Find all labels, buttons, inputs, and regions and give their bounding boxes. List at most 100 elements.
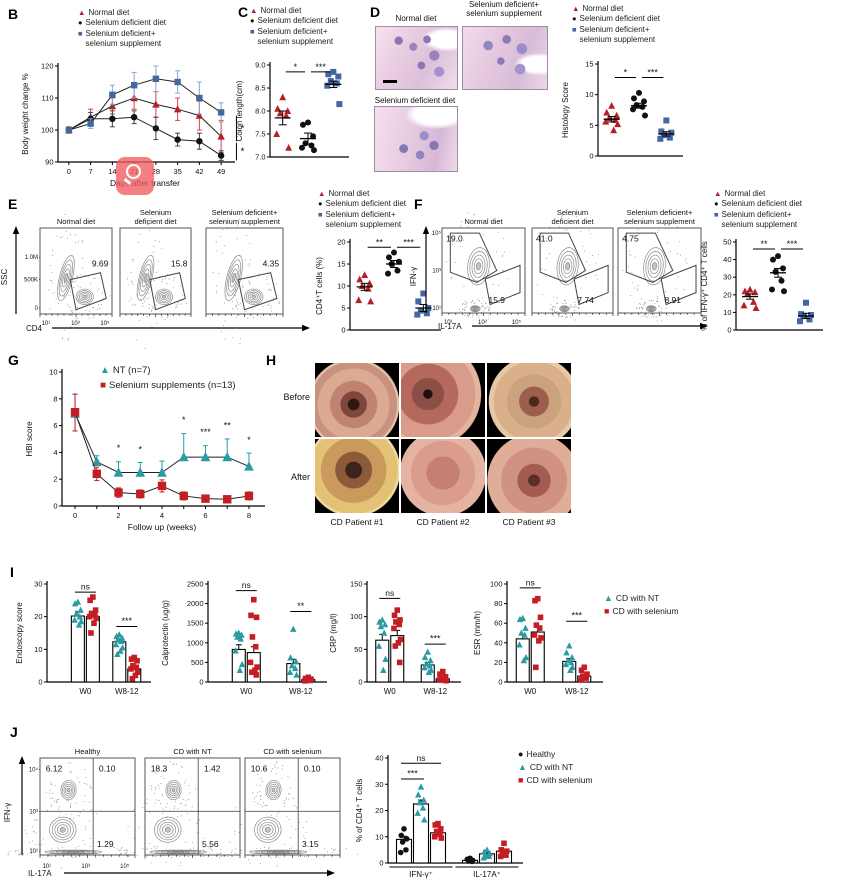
chart-svg-endoscopy_score: 0 10 20 30 Endoscopy score W0 W8-12 ns ***: [15, 580, 151, 696]
hbi-score-line-chart: 0 2 4 6 8 10 HBI score 0 2 4 6 8 Follow up (weeks) * *…: [18, 356, 286, 546]
flow-cytometry-panel-e: SSC 1.0M 500K 0 CD4 Normal diet 10¹ 10³ 10⁵ 9.69 S…: [0, 196, 318, 349]
svg-text:**: **: [224, 420, 232, 430]
triangle-marker-icon: ▲: [518, 762, 527, 773]
click-indicator: [116, 157, 154, 195]
circle-marker-icon: ●: [572, 14, 577, 24]
svg-text:*: *: [247, 435, 251, 445]
histology-title-supplement: Selenium deficient+ selenium supplement: [456, 0, 552, 18]
svg-text:0.10: 0.10: [304, 764, 321, 774]
svg-text:9.0: 9.0: [255, 61, 265, 70]
svg-text:0: 0: [589, 152, 593, 161]
flow-cytometry-panel-f: IFN-γ 10⁵ 10³ 10¹ IL-17A Normal diet 10¹ 10³ 10⁵…: [408, 196, 710, 348]
svg-text:**: **: [297, 601, 305, 611]
histology-score-dot-plot: 0 5 10 15 Histology Score * ***: [556, 50, 714, 185]
square-marker-icon: ■: [318, 209, 323, 219]
svg-text:60: 60: [494, 619, 502, 628]
svg-text:5: 5: [341, 304, 345, 313]
legend-label: Selenium deficient+ selenium supplement: [325, 209, 402, 230]
svg-text:IFN-γ: IFN-γ: [409, 267, 418, 287]
svg-text:41.0: 41.0: [536, 234, 553, 244]
svg-text:2500: 2500: [187, 580, 204, 589]
svg-text:ns: ns: [417, 753, 426, 763]
histology-title-normal-diet: Normal diet: [395, 14, 437, 23]
svg-text:500K: 500K: [24, 278, 38, 284]
svg-text:10.6: 10.6: [251, 764, 268, 774]
svg-text:***: ***: [122, 616, 133, 626]
svg-text:100: 100: [490, 580, 503, 589]
legend-label: Selenium deficient+ selenium supplement: [85, 28, 162, 49]
svg-text:ns: ns: [81, 582, 90, 592]
legend-label: Selenium deficient diet: [721, 199, 803, 209]
svg-text:120: 120: [41, 62, 54, 71]
svg-text:*: *: [624, 67, 628, 77]
svg-text:0: 0: [38, 678, 42, 687]
svg-text:10: 10: [49, 368, 57, 377]
svg-text:1.0M: 1.0M: [25, 255, 38, 261]
svg-text:10⁴: 10⁴: [29, 767, 39, 774]
legend-label: Selenium deficient+ selenium supplement: [579, 24, 656, 45]
svg-text:deficient diet: deficient diet: [134, 217, 177, 226]
svg-text:10⁵: 10⁵: [512, 319, 522, 326]
panel-label-h: H: [266, 352, 277, 368]
legend-label: Normal diet: [260, 6, 302, 15]
svg-text:% of IFN-γ⁺ CD4⁺ T cells: % of IFN-γ⁺ CD4⁺ T cells: [700, 241, 709, 331]
svg-text:W0: W0: [79, 687, 92, 696]
svg-text:selenium supplement: selenium supplement: [624, 217, 696, 226]
legend-label: Normal diet: [724, 189, 766, 198]
svg-text:10¹: 10¹: [444, 320, 453, 326]
svg-text:W8-12: W8-12: [115, 687, 139, 696]
legend-label: Selenium deficient diet: [85, 18, 167, 28]
svg-text:8.91: 8.91: [664, 295, 681, 305]
legend-label: Normal diet: [328, 189, 370, 198]
svg-text:Histology Score: Histology Score: [561, 81, 570, 138]
legend-label: CD with selenium: [612, 606, 679, 617]
svg-text:IFN-γ: IFN-γ: [3, 803, 12, 823]
legend-panel-f: ▲ Normal diet ● Selenium deficient diet ■ Sel…: [714, 189, 802, 231]
svg-text:40: 40: [375, 754, 383, 763]
svg-text:IL-17A: IL-17A: [438, 322, 462, 331]
endoscopy-image-p1-after: [315, 439, 399, 513]
svg-text:2: 2: [116, 511, 120, 520]
svg-text:5.56: 5.56: [202, 839, 219, 849]
svg-text:2000: 2000: [187, 599, 204, 608]
svg-text:ESR (mm/h): ESR (mm/h): [473, 611, 482, 655]
svg-text:15.8: 15.8: [171, 259, 188, 269]
svg-text:Healthy: Healthy: [75, 747, 101, 756]
triangle-marker-icon: ▲: [100, 365, 110, 376]
svg-text:4: 4: [160, 511, 164, 520]
panel-label-i: I: [10, 564, 14, 580]
svg-text:3.15: 3.15: [302, 839, 319, 849]
svg-text:8: 8: [53, 394, 57, 403]
legend-label: CD with selenium: [526, 775, 593, 786]
svg-text:0: 0: [727, 326, 731, 335]
triangle-marker-icon: ▲: [78, 8, 86, 17]
svg-text:1.42: 1.42: [204, 764, 221, 774]
svg-text:*: *: [240, 147, 244, 158]
svg-text:0: 0: [53, 502, 57, 511]
svg-text:CD4: CD4: [26, 324, 43, 333]
svg-text:20: 20: [494, 658, 502, 667]
svg-text:10⁵: 10⁵: [120, 863, 130, 870]
svg-text:6: 6: [203, 511, 207, 520]
svg-text:20: 20: [337, 238, 345, 247]
svg-text:*: *: [182, 415, 186, 425]
svg-text:***: ***: [647, 67, 658, 77]
chart-svg-esr: 0 20 40 60 80 100 ESR (mm/h) W0 W8-12 ns ***: [473, 577, 603, 696]
svg-text:10: 10: [337, 282, 345, 291]
endoscopy-image-p1-before: [315, 363, 399, 437]
flow-cytometry-panel-j: IFN-γ 10⁴ 10³ 10¹ IL-17A Healthy 10¹ 10³ 10⁵ 6.12…: [0, 726, 359, 886]
panel-label-b: B: [8, 6, 19, 22]
svg-text:Colon length(cm): Colon length(cm): [235, 80, 244, 141]
svg-text:***: ***: [571, 611, 582, 621]
h-caption-patient-2: CD Patient #2: [416, 517, 470, 527]
svg-text:1500: 1500: [187, 619, 204, 628]
svg-text:10: 10: [34, 645, 42, 654]
svg-text:100: 100: [41, 126, 54, 135]
svg-text:18.3: 18.3: [151, 764, 168, 774]
